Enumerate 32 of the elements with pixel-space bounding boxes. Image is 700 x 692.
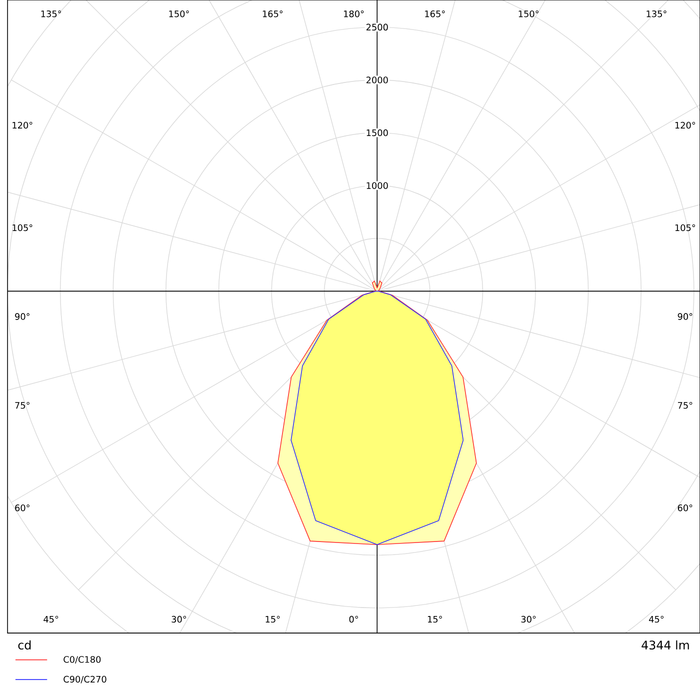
spoke-label: 120°	[12, 122, 32, 128]
text: cd	[18, 640, 31, 650]
spoke-label: 150°	[518, 10, 538, 17]
spoke-label: 60°	[15, 504, 30, 511]
spoke-label: 90°	[15, 312, 30, 320]
spoke-label: 0°	[349, 616, 358, 622]
spoke-label: 150°	[169, 10, 189, 17]
y-tick-label: 1000	[366, 182, 388, 189]
spoke-label: 120°	[675, 122, 696, 128]
y-tick-label: 2500	[366, 24, 388, 30]
spoke-label: 90°	[678, 312, 692, 320]
y-tick-label: 1500	[366, 129, 388, 136]
spoke-label: 165°	[425, 10, 445, 17]
spoke-label: 15°	[428, 616, 442, 622]
spoke-label: 180°	[344, 10, 364, 17]
y-tick-label: 2000	[366, 76, 388, 84]
spoke-label: 135°	[646, 10, 666, 17]
spoke-label: 75°	[15, 402, 30, 409]
spoke-label: 60°	[678, 504, 692, 511]
spoke-label: 105°	[12, 224, 32, 231]
spoke-label: 45°	[649, 616, 664, 622]
legend-label: C0/C180	[64, 656, 101, 664]
spoke-label: 30°	[172, 616, 186, 622]
spoke-label: 15°	[266, 616, 280, 622]
spoke-label: 75°	[678, 402, 692, 409]
legend-label: C90/C270	[64, 676, 106, 684]
spoke-label: 135°	[41, 10, 61, 17]
spoke-label: 45°	[44, 616, 58, 622]
spoke-label: 105°	[675, 224, 696, 231]
text: 4344 lm	[642, 640, 689, 650]
spoke-label: 165°	[262, 10, 283, 17]
spoke-label: 30°	[521, 616, 536, 622]
